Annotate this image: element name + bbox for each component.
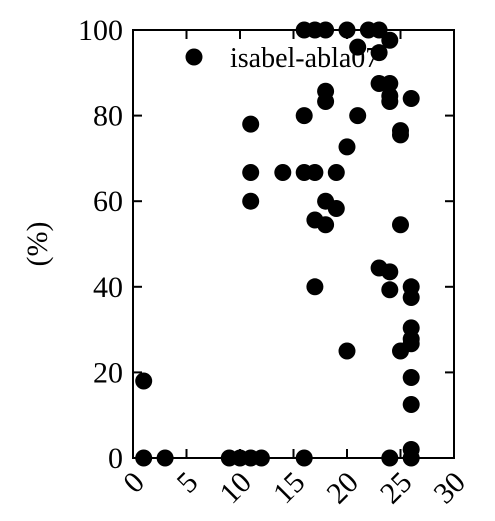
y-tick-label: 60: [93, 185, 123, 218]
legend: isabel-abla07: [185, 43, 379, 74]
x-tick-label: 30: [427, 466, 472, 511]
data-point: [306, 278, 324, 296]
data-point: [338, 342, 356, 360]
data-point: [295, 107, 313, 125]
data-point: [317, 216, 335, 234]
data-point: [402, 89, 420, 107]
data-point: [135, 372, 153, 390]
x-tick-label: 5: [171, 466, 205, 500]
data-point: [381, 75, 399, 92]
data-point: [349, 38, 367, 56]
data-point: [327, 199, 345, 217]
y-tick-label: 100: [78, 14, 123, 47]
data-point: [402, 335, 420, 353]
data-points: [135, 21, 420, 467]
data-point: [317, 21, 335, 39]
data-point: [381, 281, 399, 299]
y-tick-label: 20: [93, 356, 123, 389]
data-point: [381, 449, 399, 467]
data-point: [295, 449, 313, 467]
x-tick-label: 15: [267, 466, 312, 511]
x-tick-label: 20: [320, 466, 365, 511]
data-point: [338, 138, 356, 156]
data-point: [402, 396, 420, 413]
data-point: [370, 44, 388, 62]
data-point: [370, 21, 388, 39]
data-point: [338, 21, 356, 39]
legend-marker: [185, 48, 203, 66]
data-point: [317, 92, 335, 110]
data-point: [274, 164, 292, 182]
data-point: [402, 289, 420, 306]
data-point: [156, 449, 174, 467]
data-point: [381, 31, 399, 49]
x-tick-labels: 0 5 10 15 20 25 30: [117, 466, 472, 511]
data-point: [242, 164, 260, 182]
y-tick-label: 40: [93, 271, 123, 304]
legend-label: isabel-abla07: [230, 43, 379, 74]
y-tick-labels: 0 20 40 60 80 100: [78, 14, 123, 475]
data-point: [135, 449, 153, 467]
data-point: [402, 369, 420, 387]
x-tick-label: 10: [213, 466, 258, 511]
data-point: [349, 107, 367, 125]
y-tick-label: 0: [108, 442, 123, 475]
data-point: [242, 192, 260, 210]
y-axis-label: (%): [21, 222, 54, 267]
data-point: [392, 126, 409, 144]
y-tick-label: 80: [93, 100, 123, 133]
x-tick-label: 25: [374, 466, 419, 511]
data-point: [242, 115, 260, 133]
data-point: [381, 263, 399, 281]
data-point: [381, 92, 399, 110]
data-point: [252, 449, 270, 467]
data-point: [402, 449, 420, 467]
data-point: [306, 164, 324, 182]
data-point: [392, 216, 409, 234]
data-point: [327, 164, 345, 182]
